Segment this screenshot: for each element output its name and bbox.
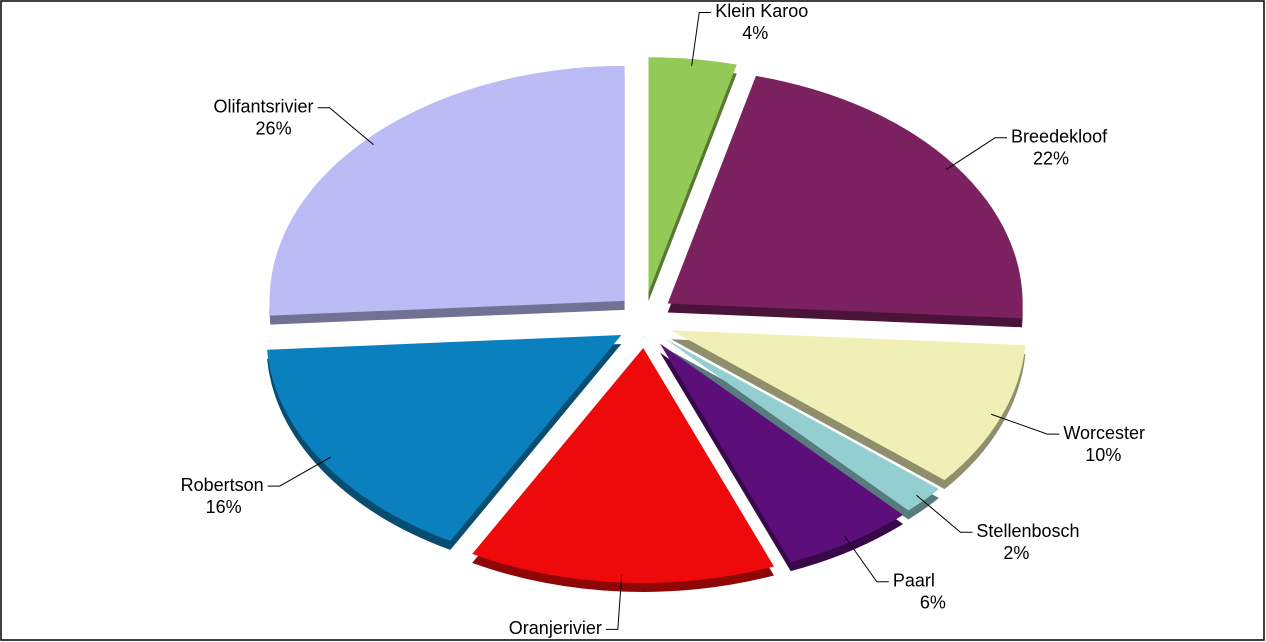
slice xyxy=(267,335,622,541)
data-label-name: Klein Karoo xyxy=(715,1,808,21)
data-label-name: Robertson xyxy=(181,475,264,495)
data-label-value: 26% xyxy=(256,119,292,139)
leader-line xyxy=(844,535,889,583)
data-label-value: 10% xyxy=(1085,445,1121,465)
leader-line xyxy=(916,494,973,533)
data-label-value: 14% xyxy=(544,640,580,642)
data-label-name: Breedekloof xyxy=(1011,127,1108,147)
leader-line xyxy=(991,413,1060,435)
leader-line xyxy=(945,137,1008,170)
slice xyxy=(667,75,1023,319)
leader-line xyxy=(267,456,331,487)
data-label-value: 6% xyxy=(920,592,946,612)
slice xyxy=(660,343,904,563)
leader-line xyxy=(605,575,623,630)
data-label-name: Olifantsrivier xyxy=(214,97,314,117)
data-label-value: 2% xyxy=(1003,543,1029,563)
data-label-value: 4% xyxy=(742,23,768,43)
leader-line xyxy=(691,11,712,67)
data-label-value: 22% xyxy=(1033,149,1069,169)
slice xyxy=(671,330,1026,481)
slice xyxy=(269,65,625,316)
data-label-value: 16% xyxy=(206,497,242,517)
slice xyxy=(665,339,939,511)
data-label-name: Oranjerivier xyxy=(509,618,602,638)
slice xyxy=(648,57,737,293)
data-label-name: Paarl xyxy=(893,570,935,590)
data-label-name: Stellenbosch xyxy=(976,521,1079,541)
leader-line xyxy=(317,107,374,146)
data-label-name: Worcester xyxy=(1063,423,1145,443)
slice xyxy=(472,347,774,583)
